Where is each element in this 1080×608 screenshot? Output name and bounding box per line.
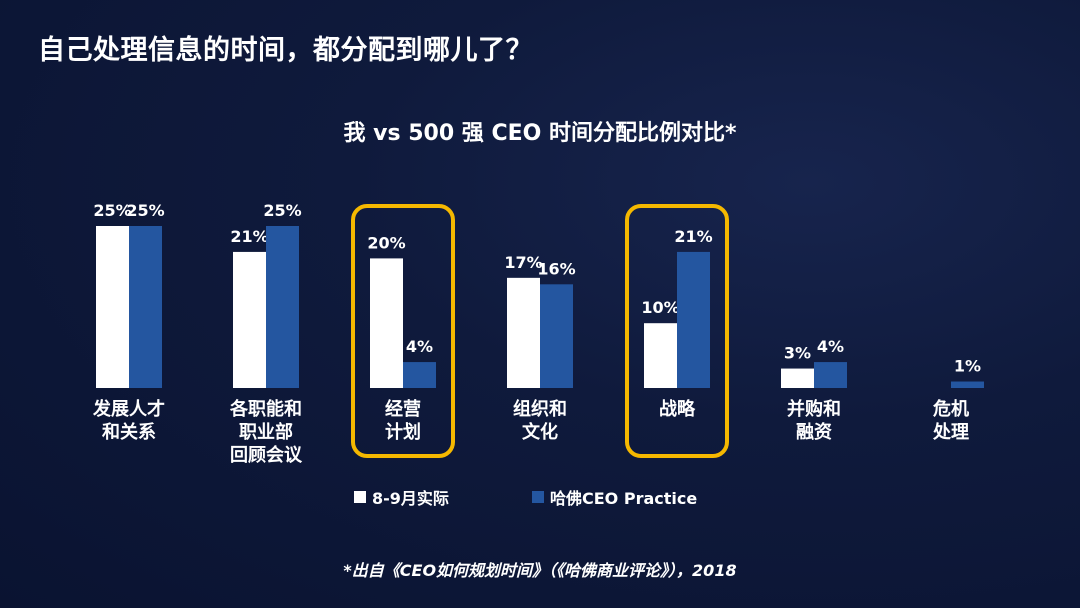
data-label: 25% — [126, 201, 164, 220]
bar-actual — [781, 368, 814, 388]
bar-actual — [644, 323, 677, 388]
category-label: 和关系 — [102, 421, 156, 443]
data-label: 3% — [784, 344, 811, 363]
bar-harvard — [814, 362, 847, 388]
data-label: 21% — [230, 227, 268, 246]
highlight-box — [351, 204, 455, 458]
legend-item-harvard: 哈佛CEO Practice — [532, 485, 697, 509]
category-label: 回顾会议 — [230, 444, 303, 466]
data-label: 10% — [641, 298, 679, 317]
data-label: 4% — [817, 337, 844, 356]
legend-label: 8-9月实际 — [372, 489, 449, 508]
bar-actual — [233, 251, 266, 388]
category-label: 危机 — [932, 398, 969, 420]
bar-actual — [507, 277, 540, 388]
category-label: 计划 — [385, 421, 421, 443]
data-label: 1% — [954, 357, 981, 376]
legend-swatch-white — [354, 491, 366, 503]
bar-actual — [96, 226, 129, 388]
bar-harvard — [129, 226, 162, 388]
bar-harvard — [540, 284, 573, 388]
legend-swatch-blue — [532, 491, 544, 503]
data-label: 20% — [367, 233, 405, 252]
bar-harvard — [266, 226, 299, 388]
bar-harvard — [951, 381, 984, 388]
data-label: 25% — [93, 201, 131, 220]
category-label: 职业部 — [239, 421, 293, 443]
slide-title: 自己处理信息的时间，都分配到哪儿了？ — [38, 35, 533, 66]
category-label: 并购和 — [787, 398, 841, 420]
data-label: 21% — [674, 227, 712, 246]
category-label: 处理 — [932, 421, 969, 443]
footnote: *出自《CEO如何规划时间》（《哈佛商业评论》），2018 — [343, 561, 737, 580]
category-label: 各职能和 — [229, 398, 302, 420]
bar-harvard — [403, 362, 436, 388]
category-label: 组织和 — [513, 398, 567, 420]
category-label: 战略 — [659, 398, 696, 420]
data-label: 4% — [406, 337, 433, 356]
category-label: 融资 — [796, 421, 832, 443]
bar-actual — [370, 258, 403, 388]
category-label: 发展人才 — [92, 398, 165, 420]
legend-item-actual: 8-9月实际 — [354, 485, 449, 509]
legend-label: 哈佛CEO Practice — [550, 489, 698, 508]
chart-title: 我 vs 500 强 CEO 时间分配比例对比* — [343, 121, 737, 146]
data-label: 25% — [263, 201, 301, 220]
category-label: 文化 — [522, 421, 558, 443]
highlight-box — [625, 204, 729, 458]
data-label: 17% — [504, 253, 542, 272]
data-label: 16% — [537, 259, 575, 278]
category-label: 经营 — [385, 398, 421, 420]
bar-harvard — [677, 251, 710, 388]
